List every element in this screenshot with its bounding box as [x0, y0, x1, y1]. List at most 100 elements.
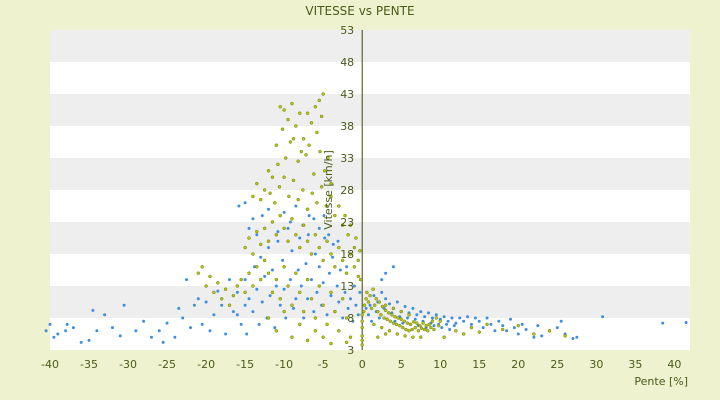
data-point [371, 287, 375, 291]
y-tick-label: 48 [340, 56, 354, 69]
data-point [323, 236, 327, 240]
data-point [360, 313, 364, 317]
data-point [282, 287, 286, 291]
data-point [274, 143, 279, 147]
data-point [245, 332, 249, 336]
data-point [442, 315, 446, 319]
data-point [571, 336, 575, 340]
data-point [427, 322, 432, 327]
data-point [358, 249, 362, 253]
data-point [380, 290, 384, 294]
data-point [394, 322, 399, 327]
data-point [305, 111, 310, 115]
data-point [276, 239, 280, 243]
data-point [391, 321, 396, 325]
data-point [354, 236, 358, 240]
data-point [301, 137, 306, 141]
x-axis-ticks: -40 -35 -30 -25 -20 -15 -10 -5 0 5 10 15 20 25 30 35 40 [41, 358, 681, 371]
data-point [352, 245, 357, 250]
data-point [312, 217, 316, 221]
data-point [237, 204, 241, 208]
data-point [446, 319, 450, 323]
data-point [393, 315, 397, 319]
chart-title: VITESSE vs PENTE [305, 4, 414, 18]
data-point [216, 289, 220, 293]
data-point [440, 326, 444, 330]
data-point [387, 311, 391, 315]
data-point [267, 246, 271, 250]
data-point [294, 124, 298, 128]
data-point [282, 210, 286, 214]
data-point [299, 284, 303, 288]
x-tick-label: 40 [667, 358, 681, 371]
data-point [434, 316, 439, 320]
data-point [305, 338, 310, 343]
data-point [395, 332, 400, 336]
data-point [351, 319, 355, 323]
data-point [200, 322, 204, 326]
y-tick-label: 33 [340, 152, 354, 165]
data-point [251, 284, 255, 288]
data-point [318, 149, 322, 154]
data-point [208, 274, 212, 279]
data-point [299, 149, 304, 154]
data-point [383, 308, 388, 313]
data-point [336, 239, 340, 243]
data-point [473, 316, 477, 320]
data-point [192, 303, 196, 307]
data-point [259, 255, 263, 259]
data-point [307, 214, 311, 218]
data-point [294, 271, 298, 275]
data-point [298, 111, 302, 115]
data-point [411, 306, 415, 310]
data-point [284, 316, 288, 320]
data-point [251, 217, 255, 221]
data-point [426, 329, 430, 333]
data-point [64, 329, 68, 333]
data-point [485, 316, 489, 320]
data-point [266, 316, 271, 320]
data-point [444, 322, 448, 326]
plot-area [50, 30, 690, 350]
data-point [408, 322, 413, 327]
data-point [331, 255, 335, 259]
data-point [305, 207, 310, 211]
y-tick-label: 23 [340, 216, 354, 229]
data-point [56, 332, 60, 336]
data-point [429, 325, 433, 330]
data-point [385, 317, 389, 321]
data-point [390, 313, 394, 317]
data-point [461, 332, 466, 336]
data-point [278, 303, 282, 307]
x-tick-label: -30 [119, 358, 137, 371]
data-point [505, 329, 509, 333]
data-point [270, 220, 275, 224]
data-point [44, 329, 48, 333]
data-point [149, 335, 153, 339]
data-point [335, 284, 339, 288]
data-point [259, 197, 263, 202]
x-tick-label: 20 [511, 358, 525, 371]
data-point [337, 300, 341, 304]
x-tick-label: 5 [398, 358, 405, 371]
data-point [423, 315, 427, 319]
data-point [273, 326, 277, 330]
data-point [313, 316, 318, 320]
x-tick-label: -15 [236, 358, 254, 371]
data-point [432, 327, 436, 332]
data-point [255, 233, 259, 237]
data-point [65, 322, 69, 326]
data-point [575, 335, 579, 339]
data-point [301, 309, 306, 314]
data-point [282, 175, 286, 179]
data-point [326, 156, 330, 160]
data-point [290, 101, 294, 106]
data-point [301, 223, 306, 227]
data-point [331, 242, 335, 246]
data-point [325, 313, 329, 317]
data-point [354, 303, 358, 307]
data-point [243, 278, 247, 282]
data-point [366, 313, 370, 317]
data-point [321, 281, 325, 285]
data-point [262, 258, 267, 263]
